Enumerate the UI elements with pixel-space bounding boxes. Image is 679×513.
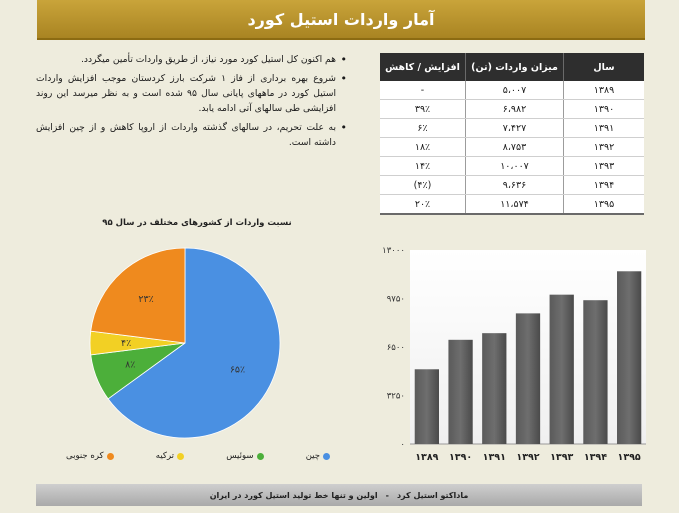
page-title: آمار واردات استیل کورد [247, 9, 435, 29]
bullet-item: به علت تحریم، در سالهای گذشته واردات از … [36, 120, 347, 150]
legend-item-china: چین [306, 449, 330, 463]
bar [515, 313, 541, 444]
table-row: ۱۳۹۳ ۱۰،۰۰۷ ۱۴٪ [380, 156, 644, 176]
footer-company: ماداکتو استیل کرد [396, 490, 469, 500]
imports-bar-chart: ۰ ۳۲۵۰ ۶۵۰۰ ۹۷۵۰ ۱۳۰۰۰ ۱۳۸۹ ۱۳۹۰ ۱۳۹۱ ۱۳۹۲ ۱۳۹۳ ۱۳… [382, 246, 646, 463]
cell-amount: ۱۱،۵۷۴ [465, 194, 564, 215]
cell-amount: ۱۰،۰۰۷ [465, 156, 564, 176]
cell-amount: ۷،۴۲۷ [465, 118, 564, 138]
pie-slice-label: ۶۵٪ [230, 365, 245, 376]
cell-amount: ۶،۹۸۲ [465, 99, 564, 119]
x-tick-label: ۱۳۹۰ [449, 452, 472, 463]
bullet-item: هم اکنون کل استیل کورد مورد نیاز، از طری… [36, 52, 347, 67]
cell-change: - [380, 81, 466, 100]
footer-bar: ماداکتو استیل کرد - اولین و تنها خط تولی… [36, 484, 642, 506]
cell-year: ۱۳۹۲ [563, 137, 644, 157]
table-row: ۱۳۹۰ ۶،۹۸۲ ۳۹٪ [380, 99, 644, 119]
title-bar: آمار واردات استیل کورد [37, 0, 645, 40]
legend-item-south-korea: کره جنوبی [66, 449, 114, 463]
table-row: ۱۳۹۱ ۷،۴۲۷ ۶٪ [380, 118, 644, 138]
pie-slice-label: ۴٪ [121, 338, 131, 349]
header-change: افزایش / کاهش [380, 53, 466, 81]
legend-swatch [177, 452, 185, 460]
table-row: ۱۳۹۲ ۸،۷۵۳ ۱۸٪ [380, 137, 644, 157]
bar [482, 333, 507, 444]
cell-change: (۴٪) [380, 175, 466, 195]
bar [617, 271, 642, 444]
footer-separator: - [385, 490, 389, 500]
bar [414, 369, 439, 444]
legend-label: چین [305, 451, 320, 461]
pie-slice [90, 247, 186, 344]
y-tick-label: ۰ [400, 440, 405, 450]
cell-change: ۲۰٪ [380, 194, 466, 215]
pie-slice [107, 247, 281, 439]
y-tick-label: ۹۷۵۰ [387, 295, 405, 305]
legend-swatch [256, 452, 264, 460]
y-tick-label: ۶۵۰۰ [387, 343, 405, 353]
pie-slice-label: ۸٪ [125, 360, 135, 371]
x-tick-label: ۱۳۸۹ [415, 452, 438, 463]
table-header-row: سال میزان واردات (تن) افزایش / کاهش [380, 53, 644, 81]
bar [549, 294, 574, 444]
x-tick-label: ۱۳۹۵ [618, 452, 641, 463]
legend-swatch [323, 452, 330, 460]
legend-item-switzerland: سوئیس [226, 449, 264, 463]
x-tick-label: ۱۳۹۱ [483, 452, 506, 463]
cell-year: ۱۳۹۴ [563, 175, 644, 195]
cell-amount: ۸،۷۵۳ [465, 137, 564, 157]
footer-tagline: اولین و تنها خط تولید استیل کورد در ایرا… [209, 490, 378, 500]
cell-change: ۱۸٪ [380, 137, 466, 157]
cell-amount: ۹،۶۳۶ [465, 175, 564, 195]
pie-title: نسبت واردات از کشورهای مختلف در سال ۹۵ [102, 218, 291, 228]
country-share-pie-chart: نسبت واردات از کشورهای مختلف در سال ۹۵ ۶۵… [89, 218, 292, 439]
cell-year: ۱۳۸۹ [563, 81, 644, 100]
x-tick-label: ۱۳۹۲ [516, 452, 539, 463]
pie-legend: چین سوئیس ترکیه کره جنوبی [66, 449, 330, 463]
cell-change: ۳۹٪ [380, 99, 466, 119]
cell-change: ۶٪ [380, 118, 466, 138]
header-amount: میزان واردات (تن) [465, 53, 564, 81]
y-tick-label: ۱۳۰۰۰ [382, 246, 405, 256]
cell-change: ۱۴٪ [380, 156, 466, 176]
legend-item-turkey: ترکیه [155, 449, 185, 463]
cell-year: ۱۳۹۱ [563, 118, 644, 138]
table-row: ۱۳۹۴ ۹،۶۳۶ (۴٪) [380, 175, 644, 195]
x-tick-label: ۱۳۹۴ [584, 452, 607, 463]
y-tick-label: ۳۲۵۰ [387, 392, 405, 402]
x-tick-label: ۱۳۹۳ [550, 452, 573, 463]
cell-amount: ۵،۰۰۷ [465, 81, 564, 100]
cell-year: ۱۳۹۰ [563, 99, 644, 119]
bar [583, 300, 608, 444]
pie-slice-label: ۲۳٪ [138, 294, 153, 305]
bullet-list: هم اکنون کل استیل کورد مورد نیاز، از طری… [36, 52, 348, 154]
header-year: سال [563, 53, 644, 81]
cell-year: ۱۳۹۳ [563, 156, 644, 176]
legend-label: ترکیه [155, 451, 175, 461]
bullet-item: شروع بهره برداری از فاز ۱ شرکت بارز کردس… [36, 71, 347, 116]
cell-year: ۱۳۹۵ [563, 194, 644, 215]
bar [448, 339, 473, 444]
table-row: ۱۳۹۵ ۱۱،۵۷۴ ۲۰٪ [380, 194, 644, 215]
imports-table: سال میزان واردات (تن) افزایش / کاهش ۱۳۸۹… [380, 53, 644, 215]
legend-label: کره جنوبی [66, 451, 104, 461]
legend-label: سوئیس [226, 451, 254, 461]
legend-swatch [106, 452, 114, 460]
table-row: ۱۳۸۹ ۵،۰۰۷ - [380, 81, 644, 100]
